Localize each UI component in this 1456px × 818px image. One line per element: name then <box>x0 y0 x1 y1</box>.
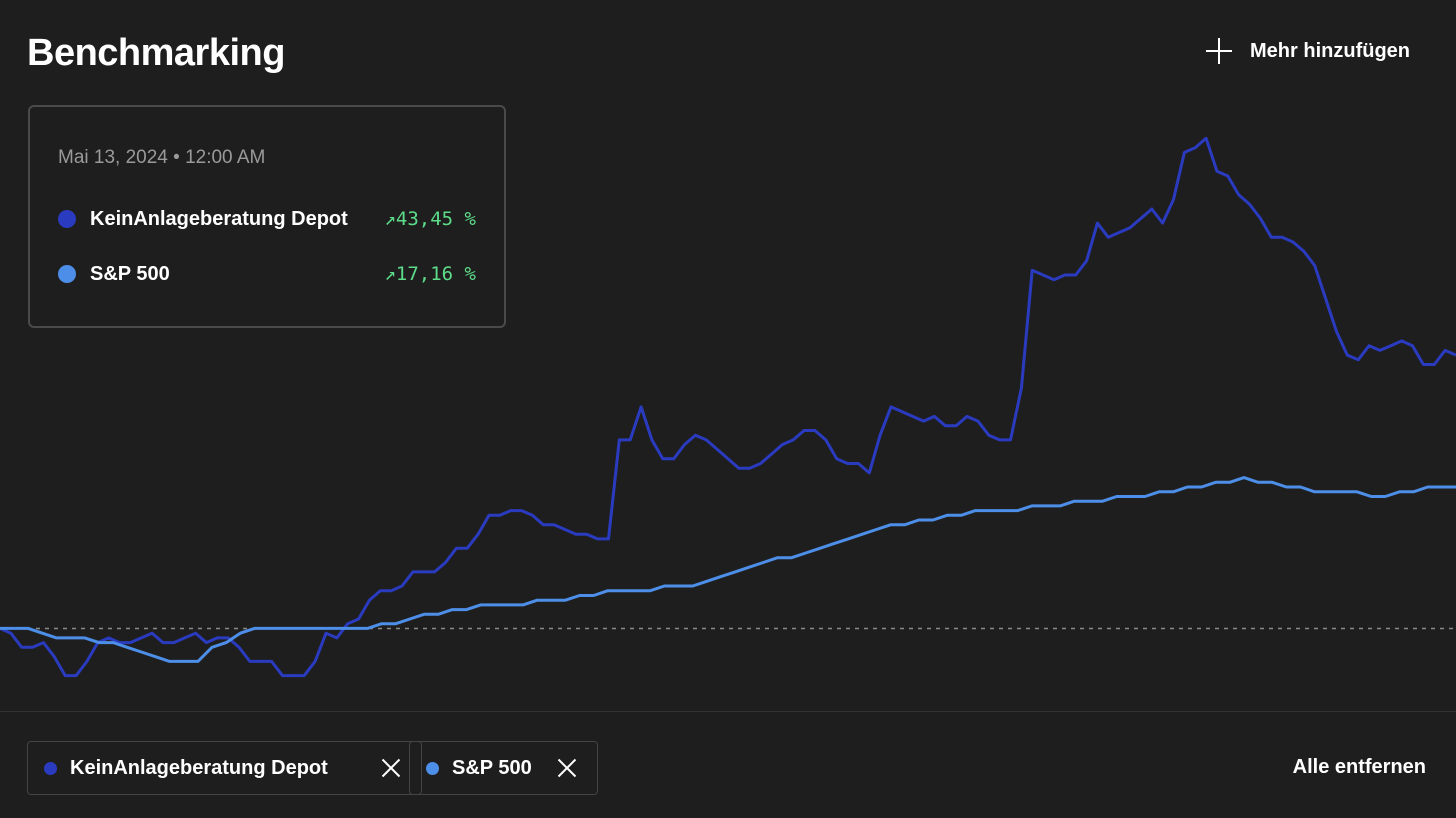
tooltip-series-change: ↗17,16 % <box>384 263 476 285</box>
series-color-dot <box>426 761 439 775</box>
close-icon[interactable] <box>381 758 401 778</box>
close-icon[interactable] <box>557 758 577 778</box>
chip-label: S&P 500 <box>452 756 532 779</box>
add-more-label: Mehr hinzufügen <box>1250 39 1410 62</box>
tooltip-series-name: S&P 500 <box>90 262 170 285</box>
tooltip-row-depot: KeinAnlageberatung Depot ↗43,45 % <box>58 204 476 234</box>
benchmark-line-chart[interactable] <box>0 90 1456 712</box>
plus-icon <box>1206 38 1233 64</box>
tooltip-series-change: ↗43,45 % <box>384 208 476 230</box>
chip-label: KeinAnlageberatung Depot <box>70 756 328 779</box>
tooltip-series-name: KeinAnlageberatung Depot <box>90 207 348 230</box>
series-color-dot <box>58 210 76 228</box>
tooltip-date: Mai 13, 2024 • 12:00 AM <box>58 147 266 168</box>
series-line-sp500 <box>0 476 1456 663</box>
tooltip-row-sp500: S&P 500 ↗17,16 % <box>58 259 476 289</box>
series-color-dot <box>44 761 57 775</box>
benchmark-chip-depot[interactable]: KeinAnlageberatung Depot <box>27 741 422 795</box>
series-group <box>0 136 1456 678</box>
series-color-dot <box>58 265 76 283</box>
divider <box>0 711 1456 712</box>
page-title: Benchmarking <box>27 32 285 74</box>
add-more-button[interactable]: Mehr hinzufügen <box>1206 38 1410 64</box>
remove-all-button[interactable]: Alle entfernen <box>1292 756 1426 778</box>
benchmark-chip-sp500[interactable]: S&P 500 <box>409 741 598 795</box>
series-line-depot <box>0 136 1456 678</box>
chart-tooltip: Mai 13, 2024 • 12:00 AM KeinAnlageberatu… <box>28 105 506 328</box>
